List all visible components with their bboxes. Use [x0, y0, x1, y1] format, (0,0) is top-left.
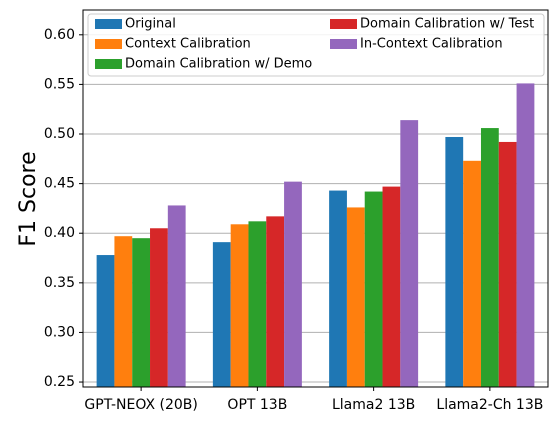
y-tick-label: 0.25	[44, 374, 75, 390]
y-tick-label: 0.45	[44, 176, 75, 192]
bar	[498, 141, 517, 387]
plot-frame	[82, 9, 549, 388]
y-tick-label: 0.35	[44, 275, 75, 291]
bar	[516, 83, 535, 388]
bar	[346, 207, 365, 387]
x-tick-label: GPT-NEOX (20B)	[84, 397, 197, 413]
legend: Original Context Calibration Domain Calibr…	[87, 13, 545, 77]
bar	[132, 238, 151, 387]
bars-layer	[96, 83, 535, 388]
legend-swatch	[95, 39, 122, 49]
bar	[266, 216, 285, 387]
legend-swatch	[95, 19, 122, 29]
legend-box	[87, 13, 545, 77]
y-tick-label: 0.55	[44, 76, 75, 92]
bar	[248, 221, 267, 387]
legend-swatch	[95, 59, 122, 69]
x-tick-label: OPT 13B	[227, 397, 287, 413]
legend-label: Original	[125, 17, 176, 32]
bar	[382, 186, 401, 387]
legend-swatch	[330, 19, 357, 29]
bar	[400, 120, 419, 387]
bar	[114, 236, 133, 387]
bar	[445, 136, 464, 387]
bar	[480, 128, 499, 387]
y-axis-label: F1 Score	[16, 151, 41, 246]
y-tick-label: 0.40	[44, 225, 75, 241]
y-axis: 0.25 0.30 0.35 0.40 0.45 0.50 0.55 0.60	[44, 27, 83, 390]
bar	[284, 181, 302, 387]
legend-label: Domain Calibration w/ Demo	[125, 57, 312, 72]
bar	[212, 242, 231, 387]
bar	[463, 160, 481, 387]
x-tick-label: Llama2-Ch 13B	[436, 397, 543, 413]
bar	[364, 191, 383, 387]
bar	[150, 228, 168, 387]
bar	[329, 190, 347, 387]
y-tick-label: 0.50	[44, 126, 75, 142]
y-tick-label: 0.30	[44, 324, 75, 340]
x-tick-label: Llama2 13B	[332, 397, 415, 413]
y-tick-label: 0.60	[44, 27, 75, 43]
bar	[230, 224, 249, 387]
bar	[96, 255, 115, 387]
legend-swatch	[330, 39, 357, 49]
x-axis: GPT-NEOX (20B) OPT 13B Llama2 13B Llama2-Ch…	[84, 387, 543, 413]
legend-label: Context Calibration	[125, 37, 251, 52]
legend-label: In-Context Calibration	[360, 37, 503, 52]
legend-label: Domain Calibration w/ Test	[360, 17, 534, 32]
bar	[167, 205, 186, 387]
